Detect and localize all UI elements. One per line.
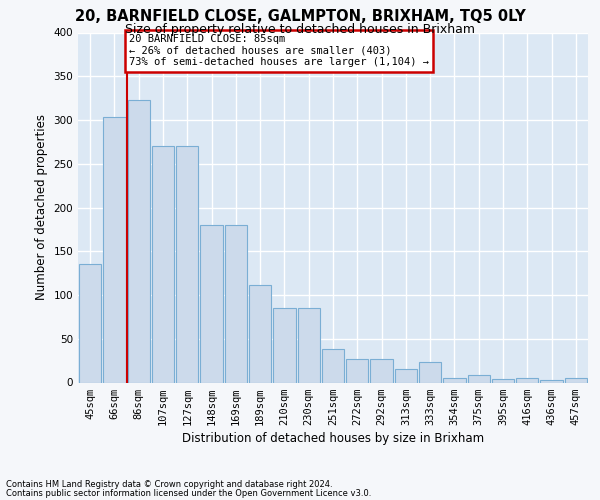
- Y-axis label: Number of detached properties: Number of detached properties: [35, 114, 48, 300]
- Bar: [541, 380, 563, 382]
- Bar: [176, 146, 199, 382]
- Bar: [467, 374, 490, 382]
- Text: 20, BARNFIELD CLOSE, GALMPTON, BRIXHAM, TQ5 0LY: 20, BARNFIELD CLOSE, GALMPTON, BRIXHAM, …: [74, 9, 526, 24]
- Text: Contains public sector information licensed under the Open Government Licence v3: Contains public sector information licen…: [6, 489, 371, 498]
- X-axis label: Distribution of detached houses by size in Brixham: Distribution of detached houses by size …: [182, 432, 484, 445]
- Bar: [419, 362, 442, 382]
- Bar: [103, 118, 125, 382]
- Bar: [516, 378, 538, 382]
- Bar: [298, 308, 320, 382]
- Bar: [200, 225, 223, 382]
- Text: Contains HM Land Registry data © Crown copyright and database right 2024.: Contains HM Land Registry data © Crown c…: [6, 480, 332, 489]
- Bar: [224, 225, 247, 382]
- Text: Size of property relative to detached houses in Brixham: Size of property relative to detached ho…: [125, 22, 475, 36]
- Text: 20 BARNFIELD CLOSE: 85sqm
← 26% of detached houses are smaller (403)
73% of semi: 20 BARNFIELD CLOSE: 85sqm ← 26% of detac…: [129, 34, 429, 68]
- Bar: [79, 264, 101, 382]
- Bar: [322, 349, 344, 382]
- Bar: [395, 370, 417, 382]
- Bar: [249, 284, 271, 382]
- Bar: [370, 359, 393, 382]
- Bar: [346, 359, 368, 382]
- Bar: [492, 379, 514, 382]
- Bar: [443, 378, 466, 382]
- Bar: [128, 100, 150, 382]
- Bar: [273, 308, 296, 382]
- Bar: [152, 146, 174, 382]
- Bar: [565, 378, 587, 382]
